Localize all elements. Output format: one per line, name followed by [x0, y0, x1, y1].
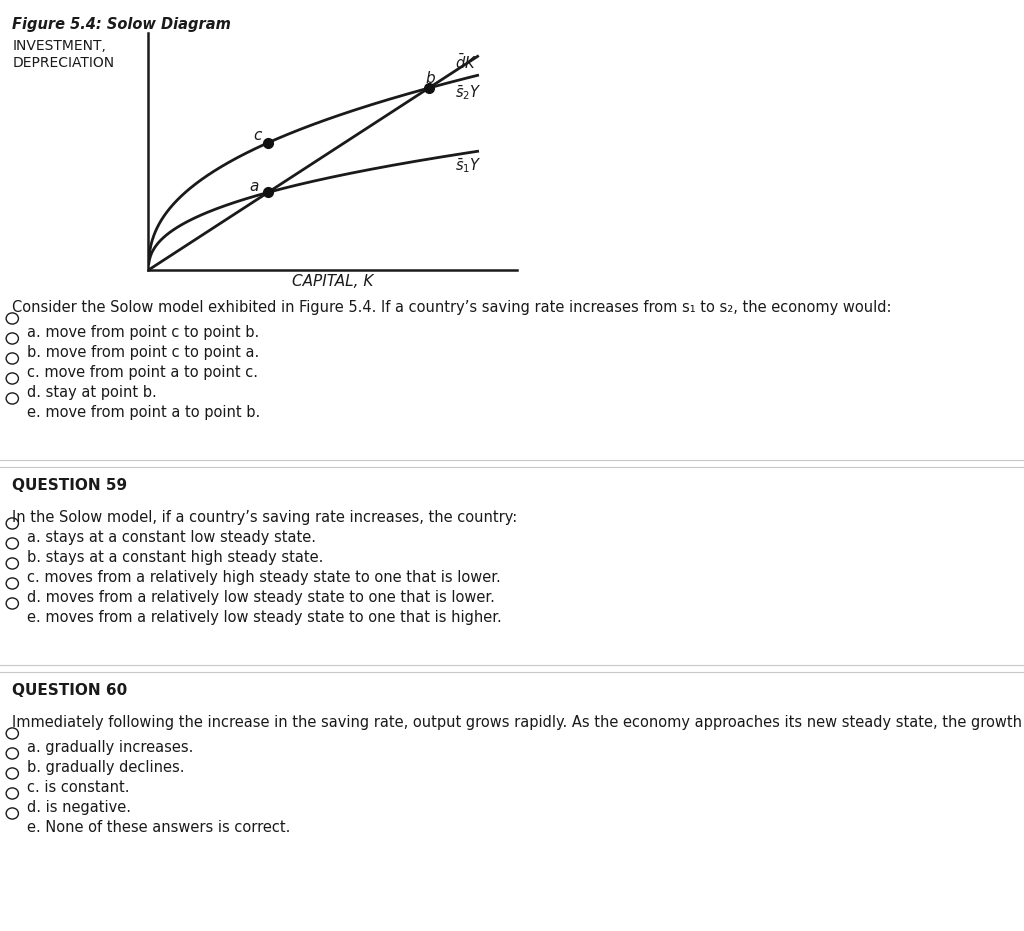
Text: b. stays at a constant high steady state.: b. stays at a constant high steady state…: [27, 550, 323, 565]
Text: b. move from point c to point a.: b. move from point c to point a.: [27, 345, 259, 360]
Text: c: c: [253, 128, 261, 143]
Text: c. is constant.: c. is constant.: [27, 780, 129, 795]
Text: c. moves from a relatively high steady state to one that is lower.: c. moves from a relatively high steady s…: [27, 570, 501, 585]
X-axis label: CAPITAL, K: CAPITAL, K: [292, 274, 374, 290]
Text: a. gradually increases.: a. gradually increases.: [27, 740, 193, 755]
Text: INVESTMENT,: INVESTMENT,: [12, 39, 106, 53]
Text: e. move from point a to point b.: e. move from point a to point b.: [27, 405, 260, 420]
Text: b: b: [426, 71, 435, 86]
Text: QUESTION 59: QUESTION 59: [12, 478, 127, 493]
Text: Immediately following the increase in the saving rate, output grows rapidly. As : Immediately following the increase in th…: [12, 715, 1024, 730]
Text: a. move from point c to point b.: a. move from point c to point b.: [27, 325, 259, 340]
Text: DEPRECIATION: DEPRECIATION: [12, 56, 115, 70]
Text: $\bar{s}_2 Y$: $\bar{s}_2 Y$: [455, 83, 481, 102]
Text: e. None of these answers is correct.: e. None of these answers is correct.: [27, 820, 290, 835]
Text: $\bar{s}_1 Y$: $\bar{s}_1 Y$: [455, 155, 481, 175]
Text: a: a: [250, 180, 259, 195]
Text: d. is negative.: d. is negative.: [27, 800, 131, 815]
Text: In the Solow model, if a country’s saving rate increases, the country:: In the Solow model, if a country’s savin…: [12, 510, 517, 525]
Text: b. gradually declines.: b. gradually declines.: [27, 760, 184, 775]
Text: d. stay at point b.: d. stay at point b.: [27, 385, 157, 400]
Text: e. moves from a relatively low steady state to one that is higher.: e. moves from a relatively low steady st…: [27, 610, 502, 625]
Text: Figure 5.4: Solow Diagram: Figure 5.4: Solow Diagram: [12, 17, 231, 32]
Text: c. move from point a to point c.: c. move from point a to point c.: [27, 365, 258, 380]
Text: d. moves from a relatively low steady state to one that is lower.: d. moves from a relatively low steady st…: [27, 590, 495, 605]
Text: Consider the Solow model exhibited in Figure 5.4. If a country’s saving rate inc: Consider the Solow model exhibited in Fi…: [12, 300, 892, 315]
Text: a. stays at a constant low steady state.: a. stays at a constant low steady state.: [27, 530, 315, 545]
Text: $\bar{d}K$: $\bar{d}K$: [455, 53, 476, 73]
Text: QUESTION 60: QUESTION 60: [12, 683, 128, 698]
